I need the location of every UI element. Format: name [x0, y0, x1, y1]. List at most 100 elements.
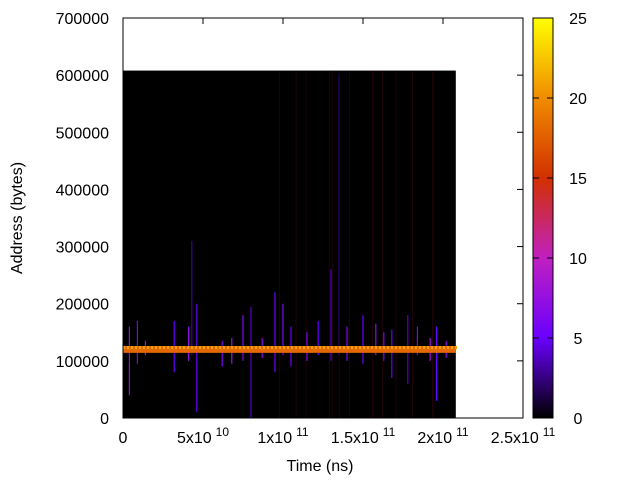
x-tick-label-mantissa: 2x10: [417, 430, 452, 447]
band-texture: [139, 346, 141, 350]
main-access-band: [123, 346, 456, 353]
band-texture: [375, 346, 377, 350]
band-texture: [227, 346, 229, 350]
band-texture: [275, 346, 277, 350]
band-texture: [403, 346, 405, 350]
band-texture: [211, 346, 213, 350]
band-texture: [355, 346, 357, 350]
band-texture: [423, 346, 425, 350]
x-axis-ticks: 0 5x10 10 1x10 11 1.5x10 11 2x10 11 2.5x10 11: [119, 18, 556, 447]
band-texture: [291, 346, 293, 350]
x-tick-label: 0: [119, 430, 128, 447]
band-texture: [243, 346, 245, 350]
band-texture: [271, 346, 273, 350]
band-texture: [295, 346, 297, 350]
band-texture: [391, 346, 393, 350]
x-axis-label: Time (ns): [287, 458, 354, 475]
band-texture: [303, 346, 305, 350]
x-tick-label: 1x10 11: [257, 425, 308, 447]
band-texture: [247, 346, 249, 350]
band-texture: [143, 346, 145, 350]
plot-frame: [122, 17, 524, 419]
band-texture: [135, 346, 137, 350]
band-texture: [415, 346, 417, 350]
band-texture: [363, 346, 365, 350]
x-tick-label-mantissa: 0: [119, 430, 128, 447]
colorbar-tick-label: 10: [569, 251, 587, 268]
band-texture: [407, 346, 409, 350]
band-texture: [339, 346, 341, 350]
y-tick-label: 500000: [56, 125, 109, 142]
band-texture: [359, 346, 361, 350]
y-axis-ticks: 0 100000 200000 300000 400000 500000 600000 700…: [56, 11, 523, 428]
y-axis-label: Address (bytes): [9, 162, 26, 274]
x-tick-label-exponent: 11: [456, 425, 469, 439]
y-tick-label: 600000: [56, 68, 109, 85]
band-texture: [187, 346, 189, 350]
x-tick-label: 5x10 10: [177, 425, 229, 447]
band-texture: [235, 346, 237, 350]
band-texture: [215, 346, 217, 350]
y-tick-label: 100000: [56, 354, 109, 371]
band-texture: [283, 346, 285, 350]
band-texture: [219, 346, 221, 350]
band-texture: [347, 346, 349, 350]
heatmap-region: [123, 70, 456, 418]
y-tick-label: 400000: [56, 182, 109, 199]
band-texture: [331, 346, 333, 350]
band-texture: [319, 346, 321, 350]
band-texture: [315, 346, 317, 350]
band-texture: [431, 346, 433, 350]
band-texture: [311, 346, 313, 350]
band-texture: [351, 346, 353, 350]
band-texture: [399, 346, 401, 350]
band-texture: [167, 346, 169, 350]
band-texture: [379, 346, 381, 350]
x-tick-label-mantissa: 2.5x10: [491, 430, 539, 447]
band-texture: [179, 346, 181, 350]
band-texture: [199, 346, 201, 350]
band-texture: [367, 346, 369, 350]
band-texture: [231, 346, 233, 350]
band-texture: [163, 346, 165, 350]
band-texture: [335, 346, 337, 350]
colorbar-tick-label: 0: [574, 411, 583, 428]
colorbar-gradient: [533, 18, 553, 418]
band-texture: [203, 346, 205, 350]
band-texture: [451, 346, 453, 350]
band-texture: [287, 346, 289, 350]
band-texture: [131, 346, 133, 350]
band-texture: [327, 346, 329, 350]
band-texture: [395, 346, 397, 350]
band-texture: [439, 346, 441, 350]
band-texture: [435, 346, 437, 350]
y-tick-label: 0: [100, 411, 109, 428]
colorbar-ticks: 0 5 10 15 20 25: [533, 11, 587, 428]
y-tick-label: 200000: [56, 297, 109, 314]
band-texture: [123, 346, 125, 350]
band-texture: [455, 346, 457, 350]
band-texture: [411, 346, 413, 350]
band-texture: [323, 346, 325, 350]
band-texture: [299, 346, 301, 350]
band-texture: [171, 346, 173, 350]
band-texture: [239, 346, 241, 350]
band-texture: [383, 346, 385, 350]
x-tick-label-mantissa: 1.5x10: [331, 430, 379, 447]
band-texture: [263, 346, 265, 350]
band-texture: [307, 346, 309, 350]
band-texture: [371, 346, 373, 350]
band-texture: [251, 346, 253, 350]
colorbar-tick-label: 25: [569, 11, 587, 28]
y-tick-label: 300000: [56, 240, 109, 257]
band-texture: [175, 346, 177, 350]
band-texture: [447, 346, 449, 350]
x-tick-label-exponent: 11: [296, 425, 309, 439]
x-tick-label-exponent: 11: [383, 425, 396, 439]
band-texture: [195, 346, 197, 350]
y-tick-label: 700000: [56, 11, 109, 28]
band-texture: [387, 346, 389, 350]
band-texture: [151, 346, 153, 350]
band-texture: [427, 346, 429, 350]
